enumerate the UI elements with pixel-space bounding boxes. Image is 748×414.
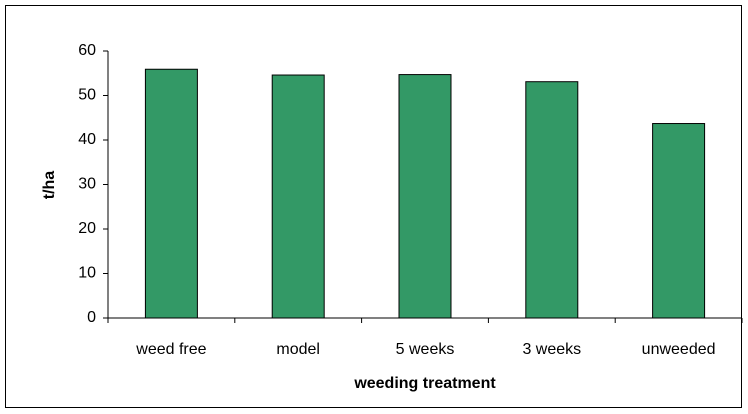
bar xyxy=(652,123,706,319)
x-tick-label: 3 weeks xyxy=(522,341,581,358)
bar xyxy=(144,68,198,319)
y-tick-label: 60 xyxy=(78,42,96,59)
y-tick-label: 20 xyxy=(78,220,96,237)
y-tick-label: 10 xyxy=(78,265,96,282)
y-axis-title: t/ha xyxy=(41,171,58,200)
y-tick-label: 30 xyxy=(78,176,96,193)
x-tick-label: unweeded xyxy=(642,341,716,358)
x-tick-label: 5 weeks xyxy=(396,341,455,358)
bar xyxy=(525,81,579,319)
bar xyxy=(271,74,325,319)
chart-border xyxy=(5,5,742,408)
x-tick-label: model xyxy=(276,341,320,358)
x-tick-label: weed free xyxy=(135,341,206,358)
y-tick-label: 0 xyxy=(87,309,96,326)
x-axis-title: weeding treatment xyxy=(353,375,496,392)
bar xyxy=(398,74,452,319)
y-tick-label: 40 xyxy=(78,131,96,148)
y-tick-label: 50 xyxy=(78,87,96,104)
